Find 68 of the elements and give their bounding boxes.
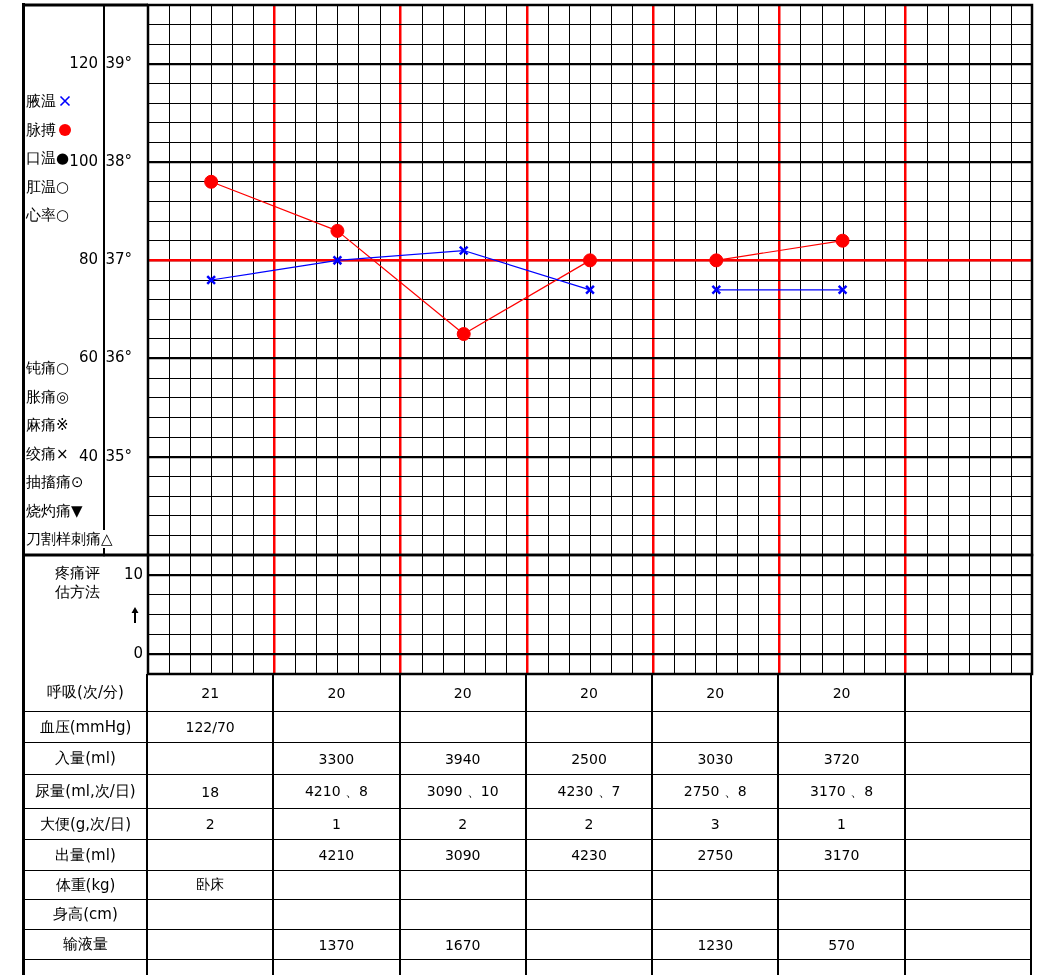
y-tick-label: 35° [105, 446, 132, 465]
text: 21 [201, 684, 220, 701]
text: 口温● [26, 149, 70, 167]
text: 绞痛× [26, 444, 69, 463]
text: 麻痛※ [26, 416, 69, 434]
text: 心率○ [26, 206, 70, 224]
text: 3170 、8 [810, 782, 874, 799]
text: 烧灼痛▼ [26, 501, 83, 520]
text: 20 [327, 684, 346, 701]
y2-tick-label: 100 [69, 152, 98, 171]
text: 20 [832, 684, 851, 701]
y-tick-label: 0 [133, 644, 143, 663]
text: 2 [205, 816, 215, 832]
category-label: 输液量 [63, 935, 108, 953]
text: 2 [584, 816, 594, 832]
text: 3030 [697, 750, 734, 767]
text: 抽搐痛⊙ [26, 473, 84, 491]
text: 4210 、8 [304, 782, 368, 799]
legend-label: 脉搏 [26, 120, 56, 139]
text: 570 [828, 936, 855, 953]
category-label: 尿量(ml,次/日) [35, 782, 136, 800]
category-label: 呼吸(次/分) [47, 683, 124, 701]
y2-tick-label: 40 [78, 446, 98, 465]
text: 20 [453, 684, 472, 701]
text: 20 [706, 684, 725, 701]
text: 4230 [571, 847, 607, 863]
y-tick-label: 39° [105, 53, 132, 72]
text: 3090 、10 [426, 782, 499, 799]
y-tick-label: 37° [105, 250, 132, 269]
category-label: 体重(kg) [55, 875, 116, 894]
text: 2 [458, 816, 468, 832]
y2-tick-label: 80 [78, 250, 98, 269]
y-tick-label: 10 [123, 564, 143, 583]
text: 1 [331, 816, 341, 832]
text: 18 [201, 783, 220, 800]
text: 胀痛◎ [26, 387, 70, 406]
category-label: 身高(cm) [53, 905, 118, 923]
category-label: 入量(ml) [55, 749, 116, 767]
category-label: 血压(mmHg) [39, 717, 132, 736]
text: 3170 [823, 847, 860, 863]
text: 3940 [444, 750, 481, 767]
text: 卧床 [196, 876, 225, 892]
text: 1370 [318, 936, 355, 953]
text: 2750 、8 [683, 782, 747, 799]
text: 3720 [823, 750, 860, 767]
text: 1230 [697, 936, 734, 953]
text: 钝痛○ [26, 359, 70, 377]
text: 2500 [571, 750, 607, 767]
text: 1 [837, 816, 847, 832]
text: 1670 [444, 936, 481, 953]
legend-label: 腋温 [26, 92, 56, 110]
text: 刀割样刺痛△ [26, 530, 113, 548]
y2-tick-label: 120 [69, 53, 98, 72]
text: 3300 [318, 750, 355, 767]
text: 4210 [318, 847, 355, 863]
y-tick-label: 36° [105, 348, 132, 367]
category-label: 大便(g,次/日) [39, 814, 132, 833]
category-label: 出量(ml) [55, 845, 116, 864]
text: 4230 、7 [557, 782, 621, 799]
text: 3 [710, 816, 720, 832]
text: 2750 [697, 847, 734, 863]
y-tick-label: 38° [105, 152, 132, 171]
text: 122/70 [185, 719, 235, 735]
text: 20 [580, 684, 598, 701]
text: 肛温○ [26, 177, 70, 196]
y2-tick-label: 60 [78, 348, 98, 367]
text: 3090 [444, 847, 481, 863]
y-axis-title: 疼痛评估方法 [53, 564, 101, 602]
